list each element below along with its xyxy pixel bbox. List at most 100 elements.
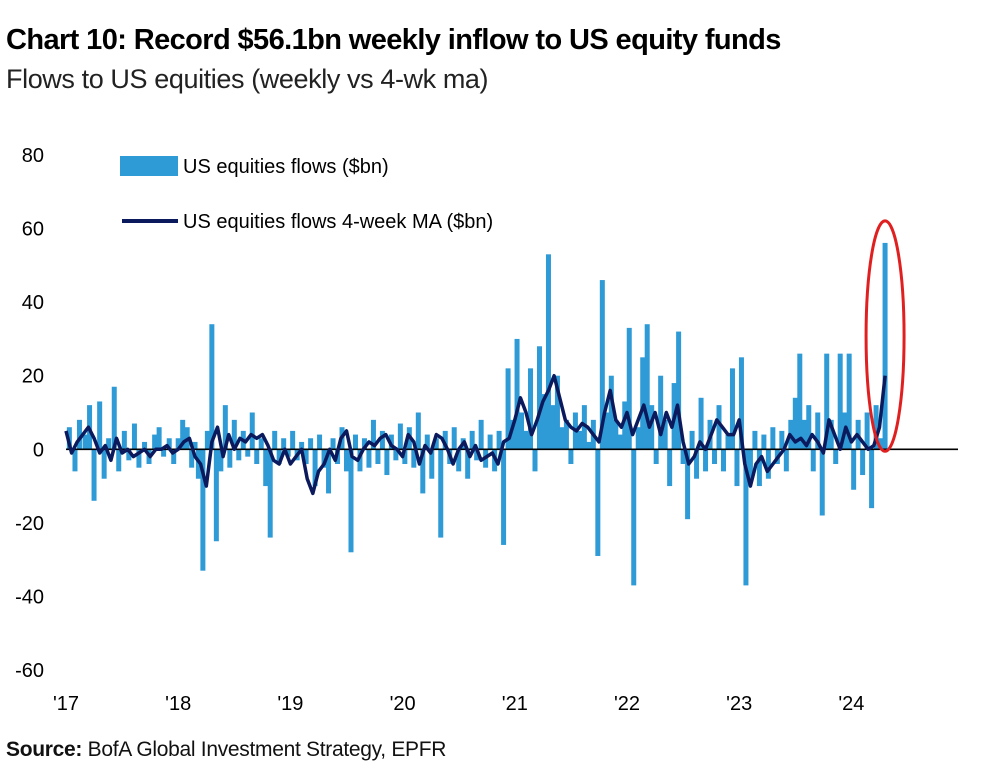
flow-bar (824, 353, 830, 450)
flow-bar (864, 412, 870, 450)
flow-bar (806, 405, 812, 450)
flow-bar (514, 338, 520, 450)
flow-bar (213, 449, 219, 542)
flow-bar (528, 368, 534, 450)
flow-bar (797, 353, 803, 450)
flow-bar (236, 449, 242, 461)
flow-bar (599, 280, 605, 450)
flow-bar (474, 449, 480, 461)
flow-bar (519, 412, 525, 450)
moving-average-line (64, 373, 887, 496)
flow-bar (608, 375, 614, 450)
flow-bar (568, 449, 574, 464)
flow-bar (685, 449, 691, 520)
flow-bar (720, 449, 726, 472)
flow-bar (106, 438, 112, 450)
flow-bar (810, 449, 816, 472)
flow-bar (698, 397, 704, 450)
flow-bar (415, 412, 421, 450)
flow-bar (204, 430, 210, 450)
flow-bar (545, 254, 551, 450)
flow-bar (541, 394, 547, 450)
flow-bar (442, 430, 448, 450)
flow-bar (317, 434, 323, 450)
flow-bar (290, 430, 296, 450)
flow-bar (175, 438, 181, 450)
flow-bar (126, 449, 132, 461)
flow-bar (82, 434, 88, 450)
flow-bar (152, 434, 158, 450)
flow-bar (469, 430, 475, 450)
flow-bar (559, 427, 565, 450)
y-tick-label: 80 (22, 145, 44, 167)
flow-bar (192, 441, 198, 450)
flow-bar (676, 331, 682, 450)
flow-bar (712, 449, 718, 464)
flow-bar (308, 438, 314, 450)
y-tick-label: 60 (22, 219, 44, 241)
flow-bar (438, 449, 444, 538)
flow-bar (429, 449, 435, 479)
highlight-ellipse (864, 219, 906, 453)
flow-bar (761, 434, 767, 450)
flow-bar (617, 434, 623, 450)
legend-label-bars: US equities flows ($bn) (183, 156, 389, 178)
flow-bar (72, 449, 78, 472)
flow-bar (873, 405, 879, 450)
flow-bar (851, 449, 857, 490)
flow-bar (330, 438, 336, 450)
flow-bar (626, 327, 632, 450)
legend: US equities flows ($bn) US equities flow… (120, 156, 493, 233)
flow-bar (131, 423, 137, 450)
legend-swatch-bars (120, 156, 178, 176)
flow-bar (703, 449, 709, 472)
flow-bar (837, 353, 843, 450)
legend-label-line: US equities flows 4-week MA ($bn) (183, 211, 493, 233)
flow-bar (878, 438, 884, 450)
flow-bar (770, 427, 776, 450)
flow-bar (631, 449, 637, 586)
flow-bar (222, 405, 228, 450)
flow-bar (747, 449, 753, 479)
flow-bar (501, 449, 507, 545)
flow-bar (281, 438, 287, 450)
x-tick-label: '19 (277, 693, 303, 715)
chart-subtitle: Flows to US equities (weekly vs 4-wk ma) (6, 64, 489, 94)
flow-bar (819, 449, 825, 516)
flow-bar (635, 427, 641, 450)
flow-bar (595, 449, 601, 556)
flow-bar (496, 430, 502, 450)
flow-bar (357, 449, 363, 472)
y-axis-tick-labels: 80 60 40 20 0 -20 -40 -60 (15, 145, 44, 682)
flow-bar (550, 405, 556, 450)
flow-bar (658, 375, 664, 450)
flow-bar (156, 427, 162, 450)
flow-bar (456, 449, 462, 472)
flow-bar (384, 449, 390, 476)
flow-bar (554, 375, 560, 450)
flow-bar (91, 449, 97, 501)
flow-bar (375, 449, 381, 464)
y-tick-label: -60 (15, 660, 44, 682)
flow-bar (586, 441, 592, 450)
flow-bar (411, 449, 417, 468)
flow-bar (694, 449, 700, 479)
flow-bar (121, 430, 127, 450)
flow-bar (451, 427, 457, 450)
flow-bar (738, 357, 744, 450)
y-tick-label: -40 (15, 586, 44, 608)
flow-bar (101, 449, 107, 479)
source-label: Source: (6, 738, 83, 761)
flow-bar (299, 441, 305, 450)
x-tick-label: '17 (53, 693, 79, 715)
flow-bar (218, 449, 224, 472)
y-tick-label: -20 (15, 513, 44, 535)
flow-bar (142, 441, 148, 450)
flow-bar (523, 430, 529, 450)
flow-bar (869, 449, 875, 509)
flow-bar (348, 449, 354, 553)
flow-bar (161, 449, 167, 457)
x-tick-label: '24 (838, 693, 864, 715)
flow-bar (76, 419, 82, 450)
flow-bar (801, 419, 807, 450)
